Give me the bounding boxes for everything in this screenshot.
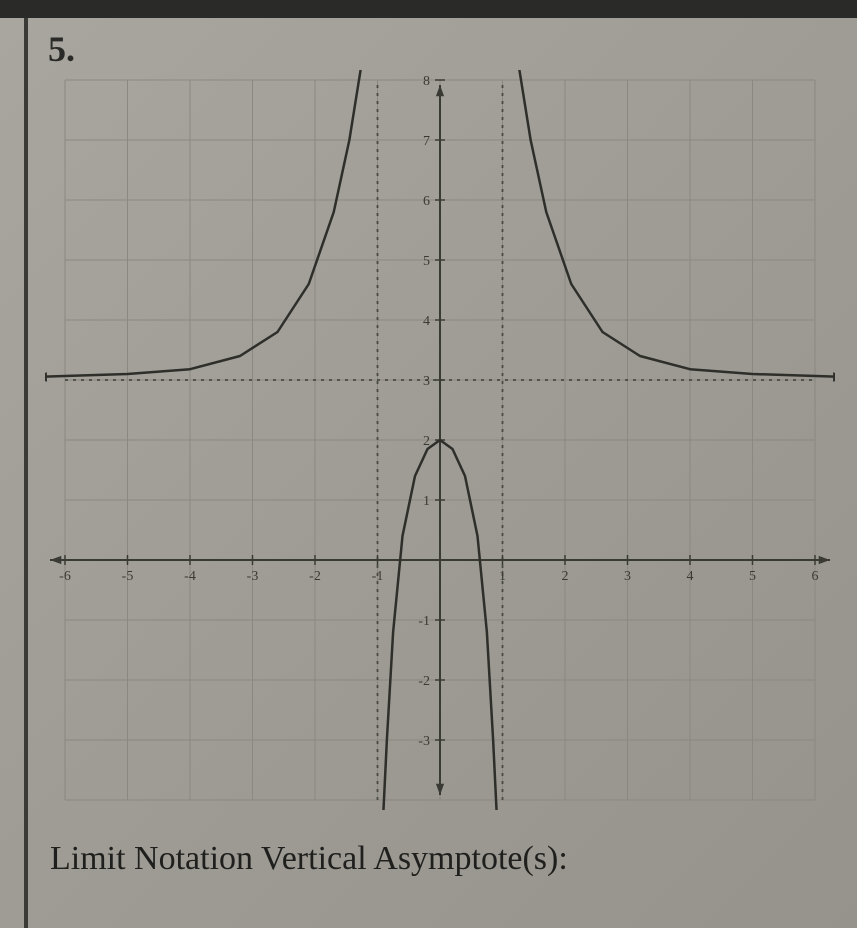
svg-text:6: 6 <box>423 194 430 209</box>
page-left-border <box>24 18 28 928</box>
svg-text:3: 3 <box>624 569 631 584</box>
svg-text:5: 5 <box>423 254 430 269</box>
svg-text:8: 8 <box>423 74 430 89</box>
svg-text:-2: -2 <box>418 674 430 689</box>
svg-text:-2: -2 <box>309 569 321 584</box>
svg-text:3: 3 <box>423 374 430 389</box>
svg-text:-3: -3 <box>418 734 430 749</box>
graph-container: -6-5-4-3-2-1123456-3-2-112345678 <box>45 70 835 810</box>
svg-text:-1: -1 <box>372 569 384 584</box>
svg-text:-1: -1 <box>418 614 430 629</box>
prompt-label: Limit Notation Vertical Asymptote(s): <box>50 840 568 878</box>
problem-number: 5. <box>48 28 75 70</box>
svg-text:4: 4 <box>687 569 694 584</box>
svg-text:4: 4 <box>423 314 430 329</box>
svg-text:-5: -5 <box>122 569 134 584</box>
page-top-border <box>0 0 857 18</box>
svg-text:7: 7 <box>423 134 430 149</box>
svg-text:-3: -3 <box>247 569 259 584</box>
svg-text:1: 1 <box>499 569 506 584</box>
svg-text:-6: -6 <box>59 569 71 584</box>
function-graph: -6-5-4-3-2-1123456-3-2-112345678 <box>45 70 835 810</box>
svg-text:6: 6 <box>812 569 819 584</box>
svg-text:-4: -4 <box>184 569 196 584</box>
svg-text:2: 2 <box>562 569 569 584</box>
svg-text:1: 1 <box>423 494 430 509</box>
svg-text:5: 5 <box>749 569 756 584</box>
